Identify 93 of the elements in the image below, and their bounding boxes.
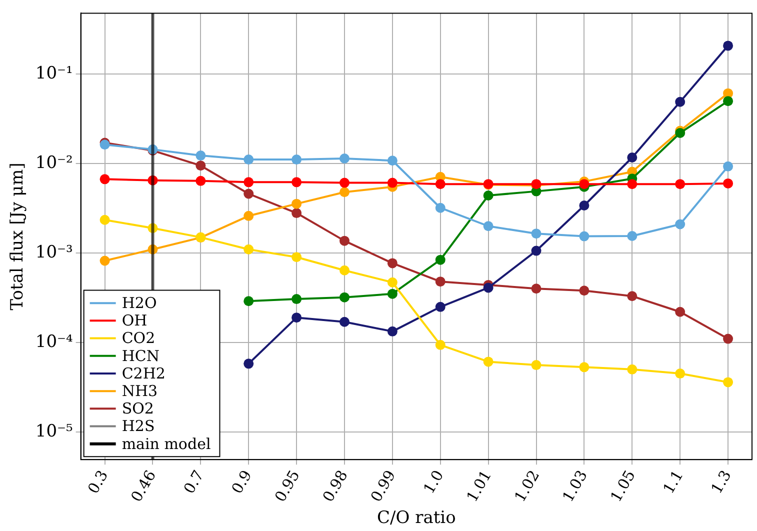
point bbox=[292, 177, 302, 188]
y-tick-label: 10⁻³ bbox=[35, 242, 73, 262]
point bbox=[435, 254, 446, 265]
point bbox=[387, 178, 398, 188]
point bbox=[723, 178, 734, 188]
point bbox=[435, 202, 446, 213]
legend-label: HCN bbox=[122, 346, 160, 365]
legend-label: H2S bbox=[122, 417, 155, 436]
x-tick-label: 1.0 bbox=[420, 467, 448, 497]
point bbox=[244, 188, 254, 199]
y-tick-label: 10⁻¹ bbox=[35, 64, 73, 84]
point bbox=[244, 296, 254, 306]
y-axis-title: Total flux [Jy μm] bbox=[8, 162, 28, 310]
point bbox=[531, 284, 542, 294]
point bbox=[531, 246, 542, 256]
point bbox=[387, 156, 398, 166]
point bbox=[244, 154, 254, 165]
x-tick-label: 0.7 bbox=[180, 467, 208, 497]
point bbox=[100, 256, 110, 266]
ref-line-label: main model bbox=[122, 434, 211, 453]
point bbox=[292, 294, 302, 304]
point bbox=[387, 277, 398, 288]
point bbox=[435, 340, 446, 350]
point bbox=[148, 244, 158, 254]
point bbox=[340, 316, 350, 327]
point bbox=[340, 154, 350, 164]
point bbox=[483, 282, 494, 293]
point bbox=[244, 358, 254, 369]
point bbox=[292, 154, 302, 165]
legend-label: C2H2 bbox=[122, 364, 166, 382]
point bbox=[627, 364, 638, 374]
point bbox=[435, 179, 446, 190]
point bbox=[675, 306, 686, 317]
point bbox=[627, 152, 638, 162]
point bbox=[100, 214, 110, 225]
y-tick-label: 10⁻⁵ bbox=[35, 421, 74, 442]
point bbox=[292, 208, 302, 218]
point bbox=[387, 288, 398, 299]
point bbox=[387, 326, 398, 336]
y-tick-label: 10⁻² bbox=[35, 153, 73, 174]
point bbox=[244, 210, 254, 221]
x-tick-label: 1.3 bbox=[707, 467, 735, 497]
y-tick-label: 10⁻⁴ bbox=[35, 332, 74, 352]
point bbox=[292, 252, 302, 262]
point bbox=[579, 286, 590, 296]
point bbox=[483, 190, 494, 200]
point bbox=[579, 179, 590, 190]
legend-label: CO2 bbox=[122, 329, 156, 348]
point bbox=[579, 231, 590, 242]
point bbox=[435, 276, 446, 287]
point bbox=[340, 236, 350, 246]
point bbox=[244, 244, 254, 254]
legend-label: SO2 bbox=[122, 400, 154, 418]
point bbox=[292, 312, 302, 323]
point bbox=[723, 96, 734, 106]
point bbox=[196, 160, 206, 171]
point bbox=[723, 334, 734, 344]
point bbox=[387, 258, 398, 268]
point bbox=[675, 219, 686, 230]
x-tick-label: 1.1 bbox=[659, 467, 687, 497]
point bbox=[675, 96, 686, 107]
point bbox=[483, 356, 494, 367]
point bbox=[723, 40, 734, 51]
point bbox=[100, 174, 110, 184]
point bbox=[148, 175, 158, 186]
point bbox=[579, 362, 590, 372]
point bbox=[627, 179, 638, 190]
point bbox=[196, 176, 206, 186]
point bbox=[340, 265, 350, 276]
legend-label: H2O bbox=[122, 294, 157, 312]
point bbox=[292, 198, 302, 209]
point bbox=[340, 187, 350, 198]
point bbox=[483, 221, 494, 232]
point bbox=[723, 377, 734, 388]
point bbox=[723, 161, 734, 172]
legend-label: OH bbox=[122, 312, 148, 330]
point bbox=[531, 228, 542, 239]
point bbox=[244, 177, 254, 188]
point bbox=[340, 178, 350, 188]
point bbox=[675, 368, 686, 379]
point bbox=[627, 291, 638, 302]
x-tick-label: 0.3 bbox=[84, 467, 112, 497]
point bbox=[148, 223, 158, 234]
legend-label: NH3 bbox=[122, 382, 158, 400]
x-tick-label: 0.9 bbox=[228, 467, 256, 497]
point bbox=[579, 200, 590, 211]
point bbox=[340, 292, 350, 302]
point bbox=[675, 179, 686, 190]
point bbox=[531, 360, 542, 370]
x-axis-title: C/O ratio bbox=[376, 508, 456, 528]
point bbox=[627, 231, 638, 242]
point bbox=[435, 302, 446, 312]
point bbox=[196, 150, 206, 161]
